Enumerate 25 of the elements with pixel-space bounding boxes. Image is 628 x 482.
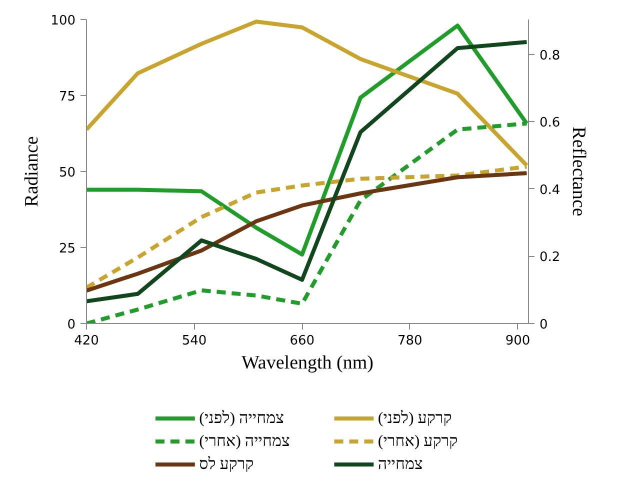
legend-label: צמחייה (לפני) (199, 409, 284, 427)
legend-label: קרקע (לפני) (378, 409, 452, 427)
legend-label: צמחייה (378, 456, 423, 473)
y-tick-label: 50 (58, 166, 76, 180)
x-tick-label: 540 (182, 334, 207, 348)
y2-tick-label: 0.8 (540, 48, 560, 64)
line-series (86, 40, 528, 304)
y2-tick-label: 0 (540, 318, 548, 332)
x-tick-label: 420 (74, 334, 99, 348)
x-tick-label: 900 (505, 334, 530, 348)
x-axis-title: Wavelength (nm) (242, 352, 374, 374)
legend-label: קרקע לס (199, 455, 254, 473)
x-tick-label: 780 (398, 334, 422, 348)
x-tick-label: 660 (290, 334, 315, 348)
y-axis-title: Radiance (22, 136, 43, 207)
y2-axis-title: Reflectance (568, 126, 590, 216)
legend-label: צמחייה (אחרי) (199, 433, 290, 450)
y2-tick-label: 0.6 (540, 116, 560, 131)
y2-tick-label: 0.2 (540, 250, 560, 266)
y-tick-label: 0 (67, 318, 76, 332)
y-tick-label: 75 (58, 90, 76, 104)
legend-label: קרקע (אחרי) (378, 433, 458, 450)
y2-tick-label: 0.4 (540, 182, 560, 198)
y-tick-label: 25 (58, 242, 76, 256)
y-tick-label: 100 (50, 14, 76, 28)
